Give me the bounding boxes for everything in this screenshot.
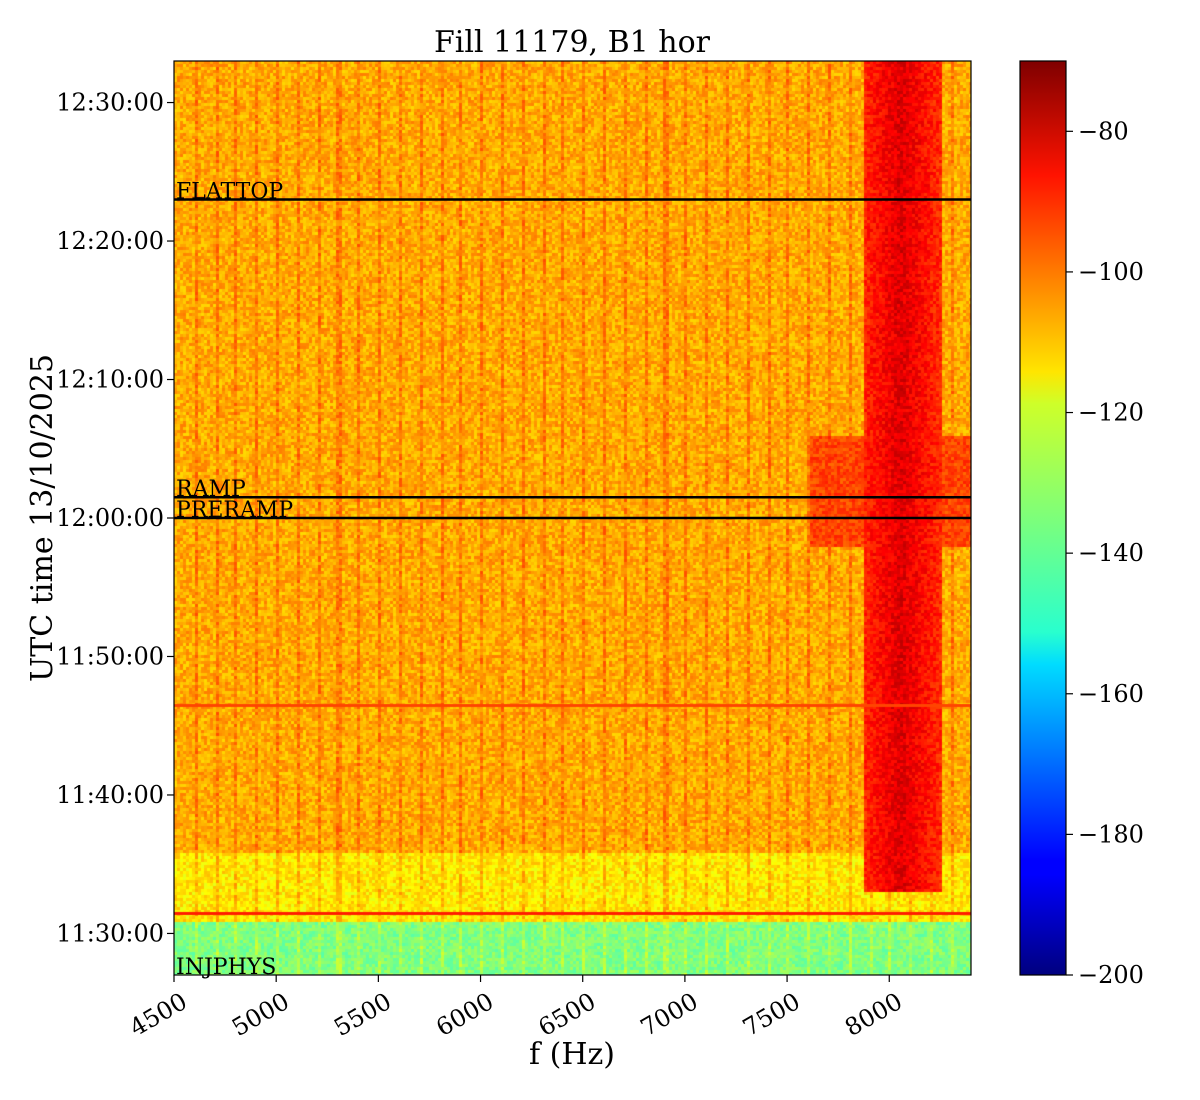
colorbar-tick-label: −120 xyxy=(1078,399,1144,427)
colorbar-tick-label: −140 xyxy=(1078,539,1144,567)
colorbar-tick-label: −100 xyxy=(1078,258,1144,286)
colorbar-tick-label: −160 xyxy=(1078,680,1144,708)
colorbar-tick-label: −200 xyxy=(1078,961,1144,989)
y-tick-label: 12:20:00 xyxy=(56,227,164,255)
y-tick-label: 11:50:00 xyxy=(56,642,164,670)
colorbar-ticks: −80 −100 −120 −140 −160 −180 −200 xyxy=(1066,117,1144,989)
y-axis: 11:30:00 11:40:00 11:50:00 12:00:00 12:10:00… xyxy=(56,89,174,947)
x-tick-label: 4500 xyxy=(125,987,192,1042)
x-tick-label: 7000 xyxy=(636,987,703,1042)
y-tick-label: 11:40:00 xyxy=(56,781,164,809)
marker-label: FLATTOP xyxy=(176,179,283,204)
colorbar-tick-label: −80 xyxy=(1078,117,1129,145)
chart-title: Fill 11179, B1 hor xyxy=(434,25,711,60)
colorbar-gradient xyxy=(1019,60,1067,976)
x-tick-label: 5500 xyxy=(329,987,396,1042)
x-tick-label: 6000 xyxy=(431,987,498,1042)
colorbar: −80 −100 −120 −140 −160 −180 −200 xyxy=(1019,60,1144,989)
x-tick-label: 7500 xyxy=(738,987,805,1042)
x-axis-label: f (Hz) xyxy=(529,1037,615,1072)
x-tick-label: 5000 xyxy=(227,987,294,1042)
marker-label: PRERAMP xyxy=(176,498,293,523)
colorbar-tick-label: −180 xyxy=(1078,820,1144,848)
y-tick-label: 12:10:00 xyxy=(56,366,164,394)
y-tick-label: 11:30:00 xyxy=(56,919,164,947)
y-tick-label: 12:30:00 xyxy=(56,89,164,117)
y-axis-label: UTC time 13/10/2025 xyxy=(25,354,60,682)
y-tick-label: 12:00:00 xyxy=(56,504,164,532)
x-tick-label: 8000 xyxy=(840,987,907,1042)
marker-label: INJPHYS xyxy=(176,955,276,980)
x-tick-label: 6500 xyxy=(534,987,601,1042)
marker-label: RAMP xyxy=(176,477,246,502)
x-axis: 4500 5000 5500 6000 6500 7000 7500 8000 xyxy=(125,975,907,1042)
